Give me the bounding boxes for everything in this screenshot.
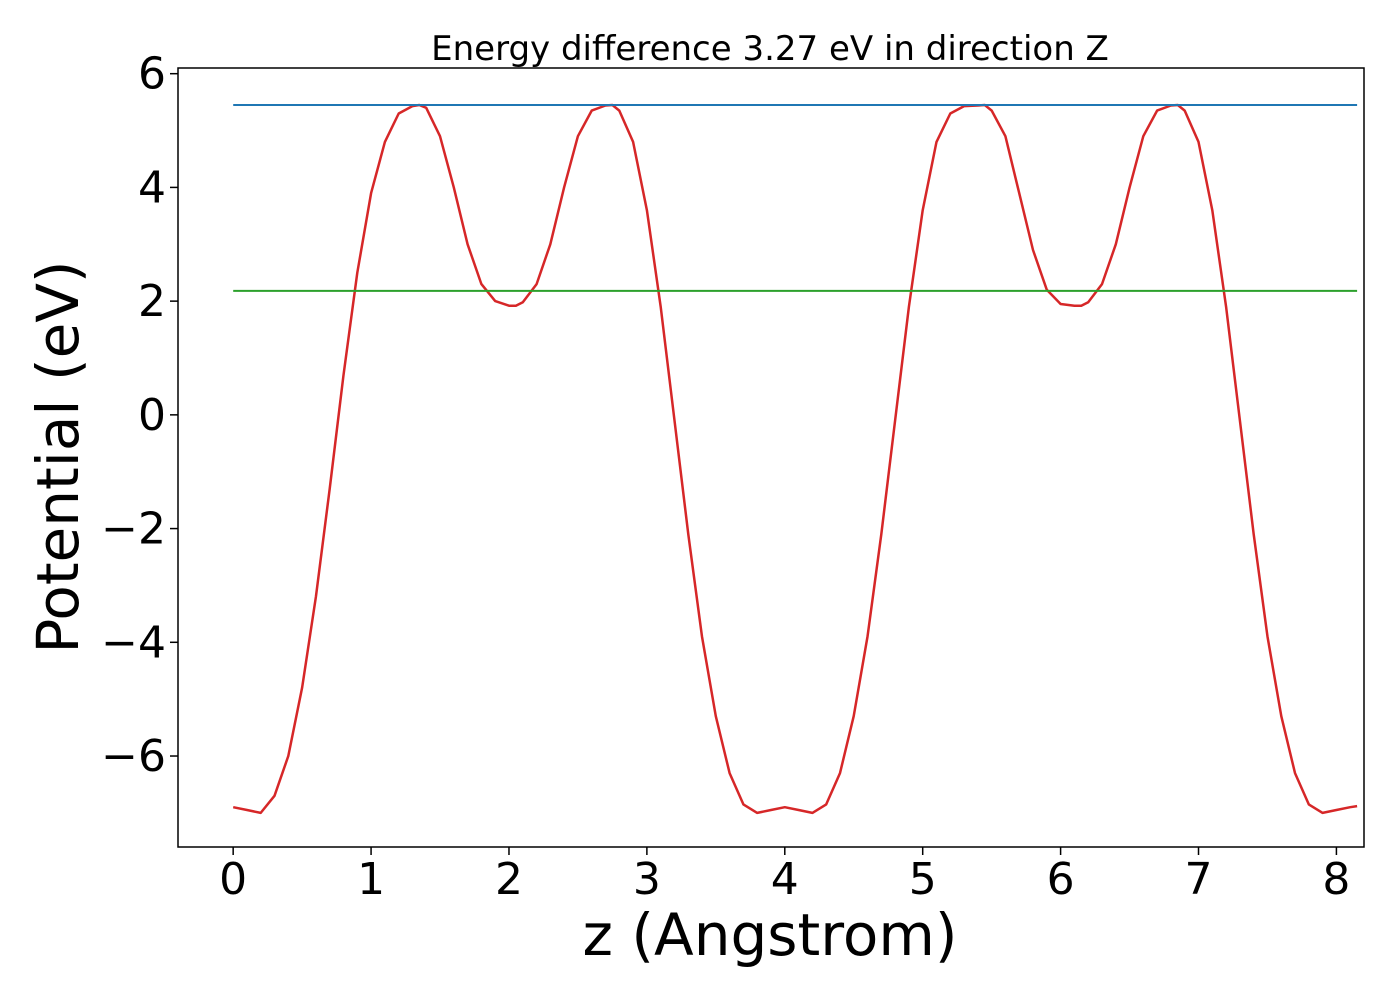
- x-tick-label: 8: [1322, 854, 1350, 905]
- y-tick-label: −2: [101, 504, 166, 555]
- x-axis-label: z (Angstrom): [583, 901, 958, 969]
- x-tick-label: 0: [219, 854, 247, 905]
- y-axis: −6 −4 −2 0 2 4 6: [101, 49, 178, 782]
- y-tick-label: −4: [101, 617, 166, 668]
- x-tick-label: 5: [909, 854, 937, 905]
- x-tick-label: 2: [495, 854, 523, 905]
- y-tick-label: −6: [101, 731, 166, 782]
- y-tick-label: 6: [138, 49, 166, 100]
- x-tick-label: 7: [1185, 854, 1213, 905]
- y-tick-label: 4: [138, 162, 166, 213]
- x-axis: 0 1 2 3 4 5 6 7 8: [219, 847, 1350, 905]
- y-tick-label: 0: [138, 390, 166, 441]
- x-tick-label: 1: [357, 854, 385, 905]
- chart-title: Energy difference 3.27 eV in direction Z: [431, 29, 1109, 69]
- x-tick-label: 6: [1047, 854, 1075, 905]
- x-tick-label: 3: [633, 854, 661, 905]
- y-axis-label: Potential (eV): [24, 260, 92, 653]
- plot-area-frame: [177, 67, 1365, 848]
- series-layer: [232, 103, 1358, 815]
- y-tick-label: 2: [138, 276, 166, 327]
- x-tick-label: 4: [771, 854, 799, 905]
